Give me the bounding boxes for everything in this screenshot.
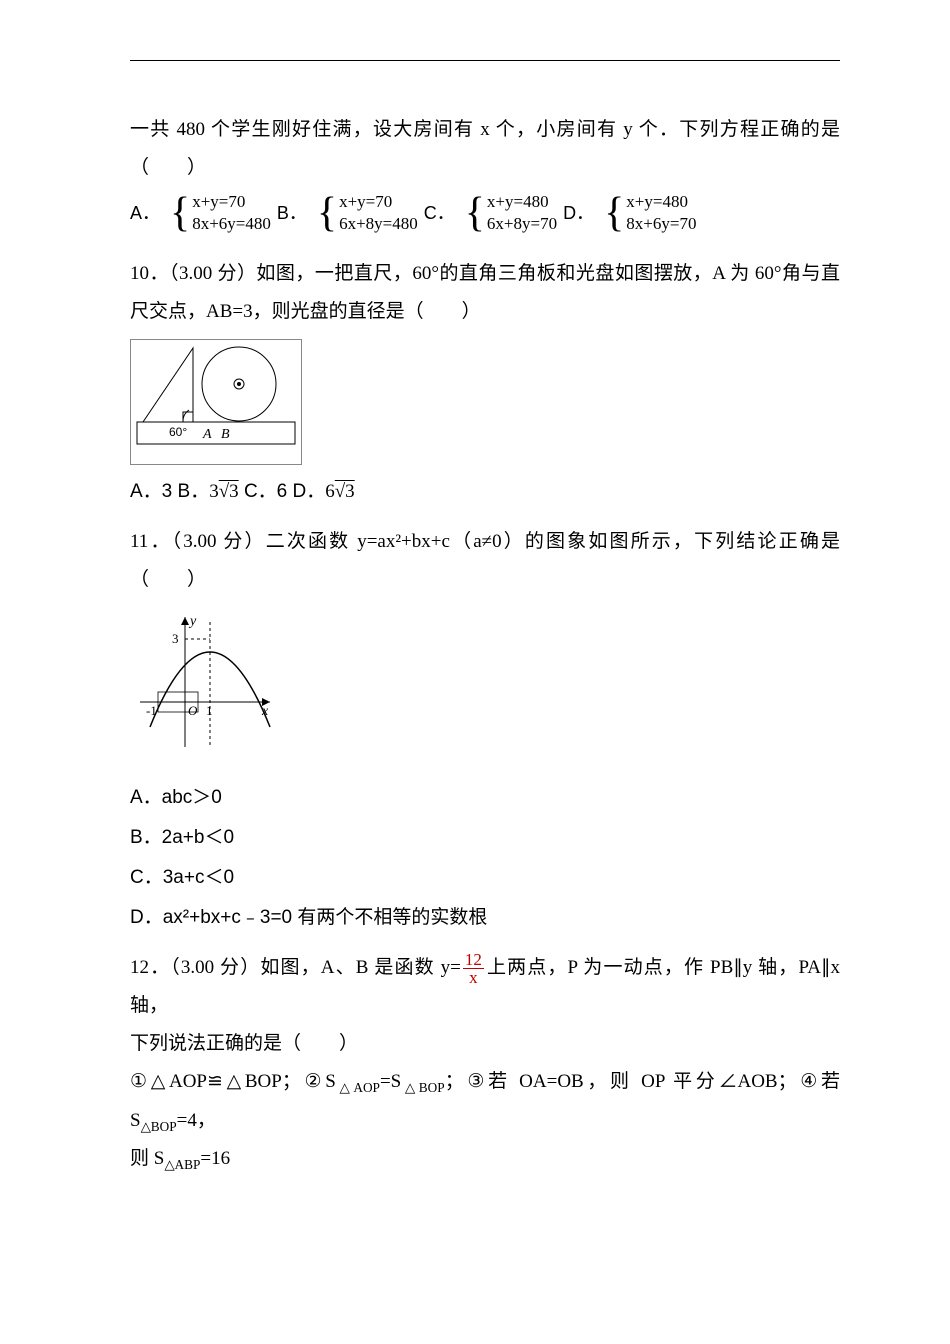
q9-stem: 一共 480 个学生刚好住满，设大房间有 x 个，小房间有 y 个．下列方程正确… xyxy=(130,111,840,187)
q10-opt-b: B． xyxy=(178,481,210,502)
q11-opt-c: C．3a+c＜0 xyxy=(130,859,840,897)
q10-angle-label: 60° xyxy=(169,425,187,439)
q12-line2: 下列说法正确的是（ ） xyxy=(130,1025,840,1063)
top-rule xyxy=(130,60,840,61)
q11-opt-d: D．ax²+bx+c﹣3=0 有两个不相等的实数根 xyxy=(130,899,840,937)
q10-opt-d: D． xyxy=(293,481,326,502)
q9-c-eq1: x+y=480 xyxy=(487,191,557,213)
q9-opt-c-label: C． xyxy=(424,195,455,231)
q9-a-eq2: 8x+6y=480 xyxy=(192,213,271,235)
q10-point-a: A xyxy=(202,427,212,442)
q9-a-eq1: x+y=70 xyxy=(192,191,271,213)
q9-opt-b-system: { x+y=70 6x+8y=480 xyxy=(317,191,418,235)
q11-tick-neg1: -1 xyxy=(146,703,157,718)
q12-stem: 12．（3.00 分）如图，A、B 是函数 y=12x上两点，P 为一动点，作 … xyxy=(130,949,840,1025)
q9-options: A． { x+y=70 8x+6y=480 B． { x+y=70 6x+8y=… xyxy=(130,191,840,235)
q10-opt-a: A．3 xyxy=(130,481,172,502)
q10-opt-c: C．6 xyxy=(244,481,287,502)
q9-c-eq2: 6x+8y=70 xyxy=(487,213,557,235)
q10-diagram: 60° A B xyxy=(130,339,840,465)
q9-opt-a-label: A． xyxy=(130,195,160,231)
q9-opt-c-system: { x+y=480 6x+8y=70 xyxy=(465,191,557,235)
q10-stem: 10．（3.00 分）如图，一把直尺，60°的直角三角板和光盘如图摆放，A 为 … xyxy=(130,255,840,331)
q12-line3: ①△AOP≌△BOP；②S△AOP=S△BOP；③若 OA=OB，则 OP 平分… xyxy=(130,1063,840,1140)
q10-point-b: B xyxy=(221,427,230,442)
q11-x-label: x xyxy=(261,704,269,719)
q9-d-eq1: x+y=480 xyxy=(626,191,696,213)
q11-tick-3: 3 xyxy=(172,631,179,646)
q9-d-eq2: 8x+6y=70 xyxy=(626,213,696,235)
q11-diagram: y 3 -1 O 1 x xyxy=(130,607,840,771)
q10-options: A．3 B．3√3 C．6 D．6√3 xyxy=(130,473,840,511)
q12-line4: 则 S△ABP=16 xyxy=(130,1140,840,1178)
q9-b-eq1: x+y=70 xyxy=(339,191,418,213)
q9-opt-d-system: { x+y=480 8x+6y=70 xyxy=(604,191,696,235)
q12-fraction: 12x xyxy=(463,951,484,986)
q10-opt-d-rad: 6√3 xyxy=(325,481,354,502)
q10-opt-b-rad: 3√3 xyxy=(209,481,238,502)
q11-opt-b: B．2a+b＜0 xyxy=(130,819,840,857)
q11-opt-a: A．abc＞0 xyxy=(130,779,840,817)
q9-opt-b-label: B． xyxy=(277,195,307,231)
q9-opt-a-system: { x+y=70 8x+6y=480 xyxy=(170,191,271,235)
q12-stem-prefix: 12．（3.00 分）如图，A、B 是函数 y= xyxy=(130,957,461,978)
q12-frac-den: x xyxy=(463,969,484,986)
q11-stem: 11．（3.00 分）二次函数 y=ax²+bx+c（a≠0）的图象如图所示，下… xyxy=(130,523,840,599)
q11-origin: O xyxy=(188,703,198,718)
q11-y-label: y xyxy=(188,614,197,629)
q9-b-eq2: 6x+8y=480 xyxy=(339,213,418,235)
q12-frac-num: 12 xyxy=(463,951,484,969)
q11-tick-1: 1 xyxy=(206,703,213,718)
q9-opt-d-label: D． xyxy=(563,195,594,231)
